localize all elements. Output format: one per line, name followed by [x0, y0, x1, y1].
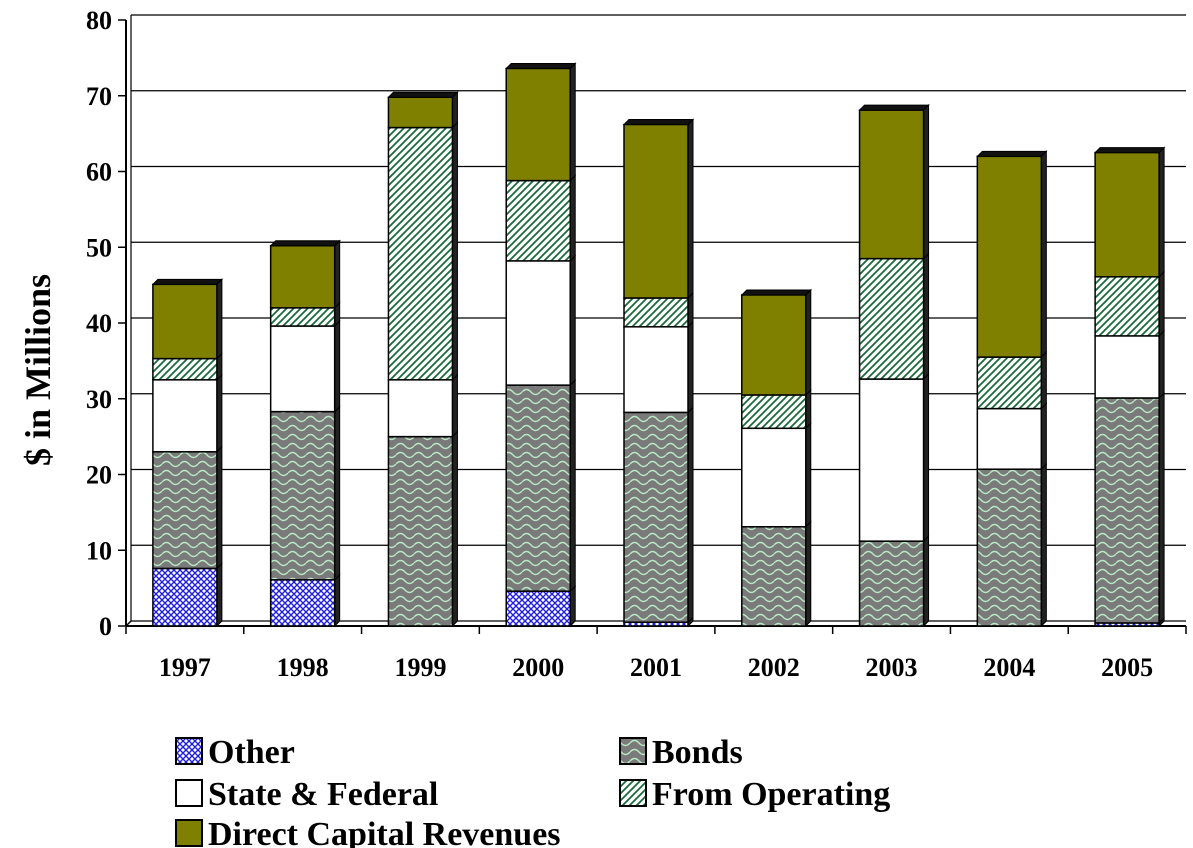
bar-stack-2004	[976, 150, 1048, 628]
bar-segment-state-federal	[152, 379, 218, 453]
bar-segment-from-operating	[387, 126, 454, 381]
x-tick-label: 1998	[277, 653, 329, 682]
x-tick-label: 1999	[394, 653, 446, 682]
bar-side-state-federal	[1040, 402, 1047, 471]
y-tick-label: 80	[86, 6, 112, 35]
bar-segment-direct-capital-revenues	[505, 67, 571, 182]
bar-segment-direct-capital-revenues	[387, 96, 454, 129]
bar-stack-2003	[858, 103, 930, 628]
bar-segment-other	[152, 567, 218, 627]
tick-labels: 0 10 20 30 40 50 60 70 80 1997 1998 1999 2000 2001 200…	[86, 6, 1153, 682]
legend-label: Other	[208, 734, 295, 771]
bar-segment-other	[269, 579, 336, 627]
bar-segment-state-federal	[1094, 335, 1160, 399]
bar-segment-direct-capital-revenues	[858, 109, 925, 260]
bar-top	[858, 104, 930, 111]
bar-top	[151, 278, 224, 285]
legend-label: Bonds	[652, 734, 743, 771]
bar-side-bonds	[1040, 462, 1047, 628]
bar-segment-bonds	[858, 540, 925, 627]
legend-item-from-operating: From Operating	[619, 776, 890, 813]
white-square-icon	[175, 779, 203, 807]
bar-segment-bonds	[505, 384, 571, 592]
bar-segment-from-operating	[976, 356, 1043, 410]
bar-segment-bonds	[152, 451, 218, 570]
legend-item-bonds: Bonds	[619, 734, 743, 771]
bar-segment-state-federal	[858, 378, 925, 542]
legend-label: From Operating	[652, 776, 890, 813]
y-tick-label: 20	[86, 461, 112, 490]
bar-stack-2005	[1093, 146, 1166, 628]
bar-segment-bonds	[741, 526, 807, 627]
bar-segment-state-federal	[269, 325, 336, 413]
y-tick-label: 40	[86, 309, 112, 338]
x-tick-label: 2005	[1101, 653, 1153, 682]
bar-stack-1998	[269, 239, 341, 628]
bar-segment-direct-capital-revenues	[623, 123, 689, 299]
bar-top	[505, 62, 577, 69]
bar-segment-bonds	[1094, 397, 1160, 624]
bar-segment-direct-capital-revenues	[1094, 151, 1160, 278]
bar-top	[269, 240, 341, 247]
bar-segment-from-operating	[152, 357, 218, 381]
y-tick-label: 70	[86, 82, 112, 111]
bar-top	[387, 91, 459, 98]
x-tick-label: 1997	[159, 653, 211, 682]
bar-side-from-operating	[1040, 350, 1047, 410]
x-tick-label: 2001	[630, 653, 682, 682]
bar-segment-state-federal	[623, 326, 689, 414]
legend: Other Bonds State & Federal From Operati…	[175, 734, 890, 848]
y-axis-label: $ in Millions	[18, 274, 58, 466]
x-tick-label: 2004	[983, 653, 1035, 682]
legend-label: Direct Capital Revenues	[208, 816, 561, 848]
bar-segment-direct-capital-revenues	[976, 155, 1043, 358]
olive-square-icon	[175, 819, 203, 847]
bar-segment-bonds	[623, 411, 689, 623]
bar-stack-2002	[740, 288, 812, 628]
x-tick-label: 2002	[748, 653, 800, 682]
y-tick-label: 50	[86, 233, 112, 262]
y-tick-label: 0	[99, 612, 112, 641]
legend-label: State & Federal	[208, 776, 438, 813]
x-tick-label: 2000	[512, 653, 564, 682]
bar-segment-state-federal	[976, 407, 1043, 470]
bar-segment-direct-capital-revenues	[269, 244, 336, 309]
y-tick-label: 10	[86, 536, 112, 565]
bars	[151, 62, 1166, 628]
bar-segment-from-operating	[623, 297, 689, 328]
bar-top	[622, 119, 695, 126]
legend-item-state-federal: State & Federal	[175, 776, 438, 813]
bar-segment-from-operating	[741, 394, 807, 430]
bar-segment-state-federal	[505, 260, 571, 386]
bar-segment-direct-capital-revenues	[741, 294, 807, 396]
bar-segment-from-operating	[269, 307, 336, 327]
bar-top	[976, 150, 1048, 157]
bar-segment-state-federal	[387, 379, 454, 438]
crosshatch-square-icon	[175, 737, 203, 765]
y-tick-label: 30	[86, 385, 112, 414]
y-tick-label: 60	[86, 158, 112, 187]
bar-stack-2001	[622, 118, 695, 628]
bar-segment-bonds	[387, 435, 454, 627]
bar-top	[1093, 147, 1166, 154]
wave-square-icon	[619, 737, 647, 765]
bar-segment-bonds	[269, 410, 336, 581]
bar-segment-from-operating	[858, 257, 925, 380]
bar-stack-1999	[387, 91, 459, 628]
diagonal-square-icon	[619, 779, 647, 807]
legend-item-other: Other	[175, 734, 295, 771]
legend-item-direct-capital-revenues: Direct Capital Revenues	[175, 816, 561, 848]
bar-segment-other	[505, 590, 571, 627]
x-tick-label: 2003	[866, 653, 918, 682]
bar-segment-from-operating	[1094, 276, 1160, 337]
bar-segment-bonds	[976, 468, 1043, 627]
bar-segment-state-federal	[741, 427, 807, 528]
bar-side-direct-capital-revenues	[1040, 150, 1047, 359]
bar-segment-from-operating	[505, 179, 571, 262]
bar-top	[740, 289, 812, 296]
bar-stack-1997	[151, 278, 224, 628]
bar-stack-2000	[505, 62, 577, 628]
bar-segment-direct-capital-revenues	[152, 283, 218, 360]
